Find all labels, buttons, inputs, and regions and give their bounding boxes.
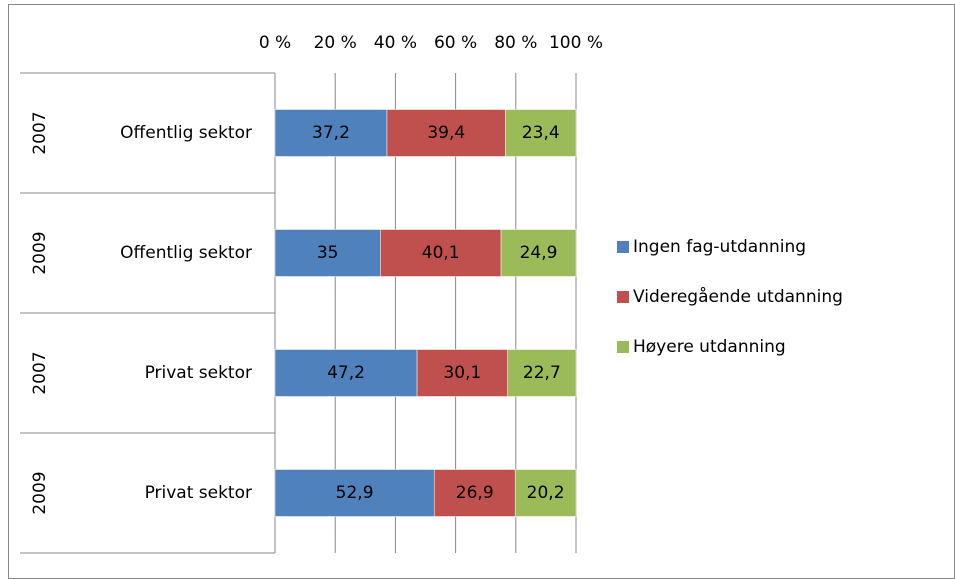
bar-segment	[386, 109, 506, 157]
y-tick-label: Privat sektor	[145, 483, 252, 503]
x-tick-label: 0 %	[259, 33, 291, 53]
bar-segment	[507, 349, 577, 397]
group-label: 2009	[30, 231, 50, 274]
data-label: 23,4	[522, 123, 560, 143]
data-label: 22,7	[523, 363, 561, 383]
group-label: 2009	[30, 471, 50, 514]
bar-segment	[433, 469, 516, 517]
data-label: 20,2	[527, 483, 565, 503]
data-label: 52,9	[336, 483, 374, 503]
bar-segment	[274, 469, 435, 517]
y-tick-label: Offentlig sektor	[120, 123, 252, 143]
x-tick-label: 40 %	[374, 33, 417, 53]
data-label: 26,9	[456, 483, 494, 503]
x-tick-label: 100 %	[549, 33, 603, 53]
bar-segment	[274, 109, 388, 157]
bar-segment	[274, 349, 418, 397]
legend-label: Videregående utdanning	[633, 286, 843, 307]
legend-swatch	[617, 241, 629, 253]
group-label: 2007	[30, 351, 50, 394]
x-tick-label: 80 %	[494, 33, 537, 53]
data-label: 35	[317, 243, 339, 263]
legend-swatch	[617, 291, 629, 303]
bar-segment	[500, 229, 577, 277]
legend-label: Ingen fag-utdanning	[633, 237, 806, 257]
data-label: 47,2	[327, 363, 365, 383]
x-tick-label: 60 %	[434, 33, 477, 53]
bar-segment	[380, 229, 502, 277]
x-tick-label: 20 %	[314, 33, 357, 53]
data-label: 40,1	[422, 243, 460, 263]
legend-swatch	[617, 341, 629, 353]
legend-label: Høyere utdanning	[633, 337, 786, 357]
y-tick-label: Offentlig sektor	[120, 243, 252, 263]
y-tick-label: Privat sektor	[145, 363, 252, 383]
data-label: 39,4	[427, 123, 465, 143]
data-label: 37,2	[312, 123, 350, 143]
data-label: 24,9	[520, 243, 558, 263]
bar-segment	[274, 229, 381, 277]
data-label: 30,1	[443, 363, 481, 383]
bar-segment	[416, 349, 508, 397]
bar-segment	[514, 469, 577, 517]
group-label: 2007	[30, 111, 50, 154]
bar-segment	[505, 109, 577, 157]
